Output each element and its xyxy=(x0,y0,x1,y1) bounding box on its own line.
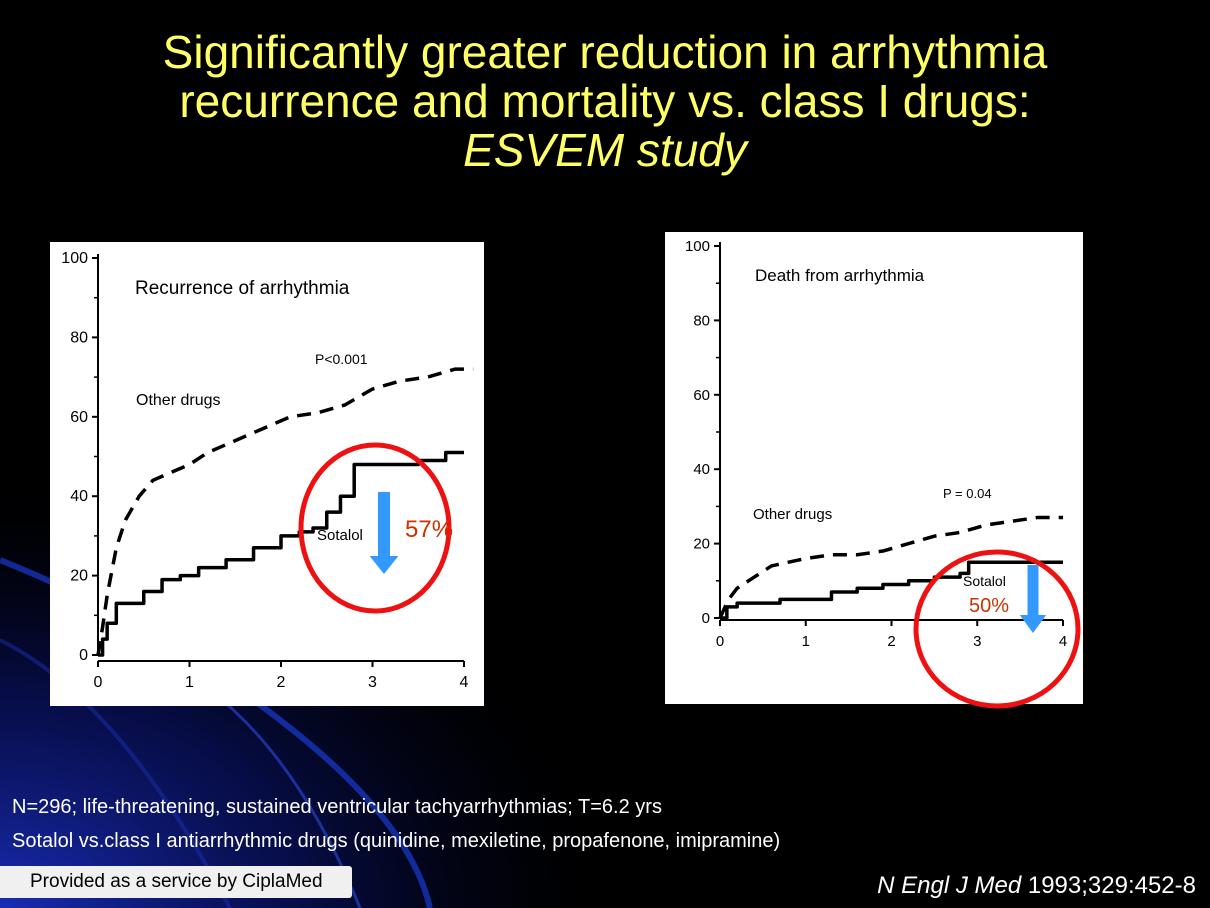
legend-sotalol: Sotalol xyxy=(963,573,1006,589)
x-tick-label: 1 xyxy=(185,674,194,691)
legend-other-drugs: Other drugs xyxy=(753,506,832,523)
y-tick-label: 80 xyxy=(70,329,88,346)
x-tick-label: 3 xyxy=(368,674,377,691)
title-line-1: Significantly greater reduction in arrhy… xyxy=(162,26,1048,78)
y-tick-label: 60 xyxy=(693,387,710,404)
chart-title: Recurrence of arrhythmia xyxy=(135,278,350,299)
chart-recurrence: 0 20 40 60 80 100 0 1 2 3 4 Recurrence of arrhythmi… xyxy=(61,250,474,691)
series-line-other-drugs xyxy=(718,515,1063,619)
highlight-circle xyxy=(913,549,1081,709)
provided-by-banner: Provided as a service by CiplaMed xyxy=(0,866,352,898)
footnote-comparison: Sotalol vs.class I antiarrhythmic drugs … xyxy=(12,830,781,852)
x-tick-label: 1 xyxy=(802,633,810,650)
chart-title: Death from arrhythmia xyxy=(755,266,925,285)
y-tick-label: 60 xyxy=(70,409,88,426)
x-tick-label: 4 xyxy=(460,674,469,691)
citation: N Engl J Med 1993;329:452-8 xyxy=(877,872,1196,900)
y-tick-label: 80 xyxy=(693,312,710,329)
chart-recurrence-panel: 0 20 40 60 80 100 0 1 2 3 4 Recurrence of arrhythmi… xyxy=(50,242,484,706)
series-line-other-drugs xyxy=(96,367,474,656)
title-line-2: recurrence and mortality vs. class I dru… xyxy=(179,75,1031,127)
title-line-3: ESVEM study xyxy=(463,124,747,176)
reduction-arrow xyxy=(369,492,399,574)
y-tick-label: 100 xyxy=(61,250,88,267)
reduction-percent: 57% xyxy=(405,516,453,543)
citation-ref: 1993;329:452-8 xyxy=(1021,872,1196,899)
series-line-sotalol xyxy=(98,450,464,657)
p-value-label: P<0.001 xyxy=(315,351,368,367)
p-value-label: P = 0.04 xyxy=(943,486,992,501)
x-tick-label: 2 xyxy=(887,633,895,650)
legend-sotalol: Sotalol xyxy=(317,527,363,544)
y-tick-label: 20 xyxy=(693,536,710,553)
reduction-percent: 50% xyxy=(969,595,1009,617)
chart-death-panel: 0 20 40 60 80 100 0 1 2 3 4 Death from arrhythmia P … xyxy=(647,216,1083,709)
y-tick-label: 20 xyxy=(70,568,88,585)
y-tick-label: 40 xyxy=(693,461,710,478)
y-tick-label: 40 xyxy=(70,488,88,505)
x-tick-label: 4 xyxy=(1059,633,1067,650)
citation-journal: N Engl J Med xyxy=(877,872,1022,899)
x-tick-label: 0 xyxy=(716,633,724,650)
reduction-arrow xyxy=(1019,565,1047,633)
footnote-population: N=296; life-threatening, sustained ventr… xyxy=(12,796,662,818)
x-tick-label: 0 xyxy=(94,674,103,691)
x-axis-label: Year xyxy=(647,216,683,236)
series-line-sotalol xyxy=(720,560,1063,620)
x-tick-label: 3 xyxy=(973,633,981,650)
legend-other-drugs: Other drugs xyxy=(136,392,220,409)
slide-title: Significantly greater reduction in arrhy… xyxy=(0,28,1210,175)
y-tick-label: 0 xyxy=(702,610,710,627)
y-tick-label: 100 xyxy=(685,238,710,255)
y-tick-label: 0 xyxy=(79,647,88,664)
x-tick-label: 2 xyxy=(277,674,286,691)
chart-death: 0 20 40 60 80 100 0 1 2 3 4 Death from arrhythmia P … xyxy=(647,216,1081,709)
highlight-circle xyxy=(298,442,452,614)
